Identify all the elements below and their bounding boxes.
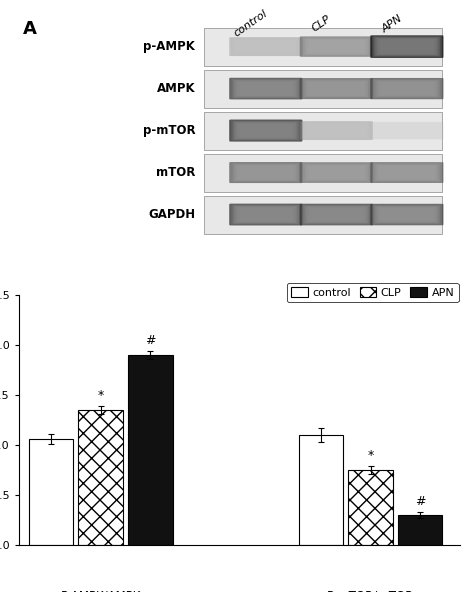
Bar [128, 355, 173, 545]
FancyBboxPatch shape [375, 37, 438, 56]
FancyBboxPatch shape [300, 78, 373, 99]
FancyBboxPatch shape [204, 195, 442, 234]
FancyBboxPatch shape [372, 36, 442, 57]
FancyBboxPatch shape [370, 122, 444, 139]
Text: *: * [367, 449, 374, 462]
FancyBboxPatch shape [301, 163, 371, 182]
FancyBboxPatch shape [375, 164, 438, 181]
FancyBboxPatch shape [300, 204, 373, 226]
Text: control: control [232, 9, 270, 39]
FancyBboxPatch shape [374, 123, 440, 138]
FancyBboxPatch shape [301, 122, 371, 139]
FancyBboxPatch shape [301, 79, 371, 98]
FancyBboxPatch shape [374, 163, 440, 182]
FancyBboxPatch shape [204, 111, 442, 150]
FancyBboxPatch shape [303, 123, 370, 139]
FancyBboxPatch shape [236, 81, 296, 96]
FancyBboxPatch shape [234, 122, 298, 139]
FancyBboxPatch shape [305, 164, 368, 181]
FancyBboxPatch shape [234, 206, 298, 223]
FancyBboxPatch shape [300, 162, 373, 183]
Text: p-AMPK: p-AMPK [144, 40, 195, 53]
FancyBboxPatch shape [305, 206, 368, 223]
FancyBboxPatch shape [231, 79, 301, 99]
FancyBboxPatch shape [303, 205, 370, 224]
FancyBboxPatch shape [377, 165, 437, 181]
FancyBboxPatch shape [303, 163, 370, 182]
FancyBboxPatch shape [234, 39, 298, 54]
FancyBboxPatch shape [234, 80, 298, 97]
FancyBboxPatch shape [234, 164, 298, 181]
Text: mTOR: mTOR [156, 166, 195, 179]
FancyBboxPatch shape [229, 204, 302, 226]
FancyBboxPatch shape [300, 121, 373, 140]
Text: APN: APN [380, 13, 404, 34]
Text: GAPDH: GAPDH [148, 208, 195, 221]
FancyBboxPatch shape [306, 81, 366, 96]
Bar [398, 514, 442, 545]
FancyBboxPatch shape [377, 81, 437, 96]
FancyBboxPatch shape [303, 38, 370, 56]
FancyBboxPatch shape [306, 207, 366, 223]
Text: p-mTOR: p-mTOR [143, 124, 195, 137]
Legend: control, CLP, APN: control, CLP, APN [286, 283, 459, 303]
FancyBboxPatch shape [370, 36, 444, 58]
FancyBboxPatch shape [231, 120, 301, 141]
Text: #: # [415, 495, 425, 508]
FancyBboxPatch shape [375, 80, 438, 97]
Text: #: # [145, 334, 155, 347]
FancyBboxPatch shape [372, 123, 442, 139]
FancyBboxPatch shape [236, 207, 296, 223]
FancyBboxPatch shape [233, 205, 299, 224]
FancyBboxPatch shape [372, 79, 442, 98]
FancyBboxPatch shape [229, 37, 302, 56]
FancyBboxPatch shape [236, 165, 296, 181]
FancyBboxPatch shape [204, 153, 442, 192]
FancyBboxPatch shape [370, 78, 444, 99]
FancyBboxPatch shape [231, 38, 301, 56]
FancyBboxPatch shape [377, 38, 437, 55]
FancyBboxPatch shape [231, 204, 301, 225]
FancyBboxPatch shape [301, 37, 371, 56]
FancyBboxPatch shape [374, 205, 440, 224]
Text: *: * [98, 389, 104, 402]
FancyBboxPatch shape [377, 207, 437, 223]
FancyBboxPatch shape [303, 79, 370, 98]
FancyBboxPatch shape [229, 120, 302, 141]
FancyBboxPatch shape [305, 123, 368, 138]
FancyBboxPatch shape [372, 163, 442, 182]
FancyBboxPatch shape [231, 163, 301, 182]
FancyBboxPatch shape [233, 163, 299, 182]
FancyBboxPatch shape [233, 79, 299, 98]
Text: CLP: CLP [310, 14, 333, 34]
FancyBboxPatch shape [370, 162, 444, 183]
FancyBboxPatch shape [229, 162, 302, 183]
Text: AMPK: AMPK [157, 82, 195, 95]
FancyBboxPatch shape [233, 38, 299, 55]
FancyBboxPatch shape [204, 28, 442, 66]
Bar [78, 410, 123, 545]
FancyBboxPatch shape [375, 206, 438, 223]
FancyBboxPatch shape [305, 38, 368, 55]
FancyBboxPatch shape [374, 79, 440, 98]
Bar [29, 439, 73, 545]
FancyBboxPatch shape [300, 36, 373, 57]
FancyBboxPatch shape [306, 165, 366, 181]
FancyBboxPatch shape [374, 37, 440, 56]
FancyBboxPatch shape [305, 80, 368, 97]
Bar [348, 469, 393, 545]
Text: P-AMPK/AMPK: P-AMPK/AMPK [61, 590, 141, 592]
FancyBboxPatch shape [370, 204, 444, 226]
FancyBboxPatch shape [306, 39, 366, 54]
FancyBboxPatch shape [301, 204, 371, 224]
Text: A: A [23, 20, 37, 38]
FancyBboxPatch shape [372, 205, 442, 224]
Text: P-mTOR/mTOR: P-mTOR/mTOR [327, 590, 414, 592]
FancyBboxPatch shape [204, 70, 442, 108]
FancyBboxPatch shape [229, 78, 302, 99]
FancyBboxPatch shape [236, 123, 296, 139]
Bar [299, 435, 343, 545]
FancyBboxPatch shape [233, 121, 299, 140]
